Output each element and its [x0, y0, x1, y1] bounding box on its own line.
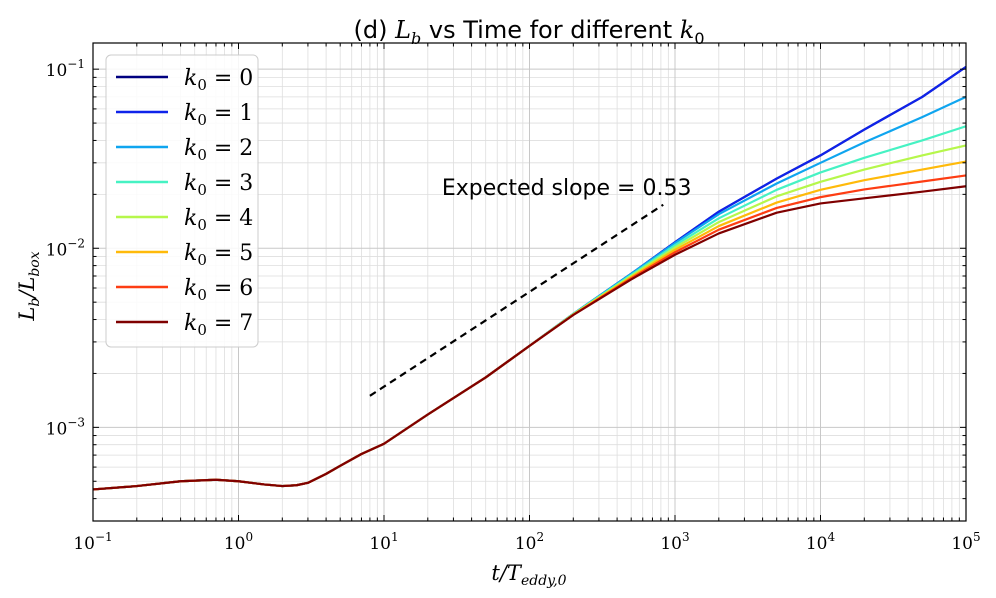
legend-label-5: k0 = 5 [184, 241, 253, 269]
tick-labels: 10−1 100 101 102 103 104 105 10−3 10−2 10−1 [46, 57, 981, 554]
expected-slope-label: Expected slope = 0.53 [442, 176, 692, 201]
y-tick-label: 10−3 [46, 415, 85, 439]
series-lines [92, 65, 967, 491]
x-tick-label: 103 [660, 530, 689, 554]
y-axis-label: Lb/Lbox [15, 251, 43, 321]
title-mid: vs Time for different [421, 16, 680, 44]
title-prefix: (d) [353, 16, 395, 44]
y-axis-label-sub1: b [27, 298, 43, 307]
chart-title: (d) Lb vs Time for different k0 [353, 16, 704, 48]
y-axis-label-mid: /L [15, 277, 39, 300]
legend-label-0: k0 = 0 [184, 66, 253, 94]
legend-label-6: k0 = 6 [184, 276, 253, 304]
x-tick-label: 105 [951, 530, 980, 554]
y-tick-label: 10−2 [46, 236, 85, 260]
legend-label-1: k0 = 1 [184, 101, 253, 129]
x-tick-label: 102 [515, 530, 544, 554]
expected-slope-dashed-line [369, 203, 664, 397]
y-tick-label: 10−1 [46, 57, 85, 81]
title-k: k [680, 16, 695, 44]
series-line-7 [92, 185, 967, 491]
plot-frame [92, 42, 967, 522]
y-axis-label-main: L [15, 307, 39, 322]
legend-box [105, 54, 259, 348]
legend-label-3: k0 = 3 [184, 171, 253, 199]
x-axis-label-sub: eddy,0 [521, 573, 567, 589]
x-axis-label: t/Teddy,0 [491, 561, 566, 589]
title-var-sub: b [411, 29, 421, 48]
legend-label-2: k0 = 2 [184, 136, 253, 164]
legend-label-4: k0 = 4 [184, 206, 253, 234]
x-tick-label: 100 [224, 530, 253, 554]
x-axis-label-main: t/T [491, 561, 523, 585]
expected-slope-line [369, 203, 664, 397]
legend: k0 = 0 k0 = 1 k0 = 2 k0 = 3 k0 = 4 k0 = 5 k0 =… [105, 54, 259, 348]
x-tick-label: 101 [369, 530, 398, 554]
title-k-sub: 0 [694, 29, 704, 48]
y-axis-label-sub2: box [27, 251, 43, 276]
title-var: L [394, 16, 411, 44]
x-tick-label: 10−1 [73, 530, 112, 554]
x-tick-label: 104 [806, 530, 836, 554]
legend-label-7: k0 = 7 [184, 311, 253, 339]
